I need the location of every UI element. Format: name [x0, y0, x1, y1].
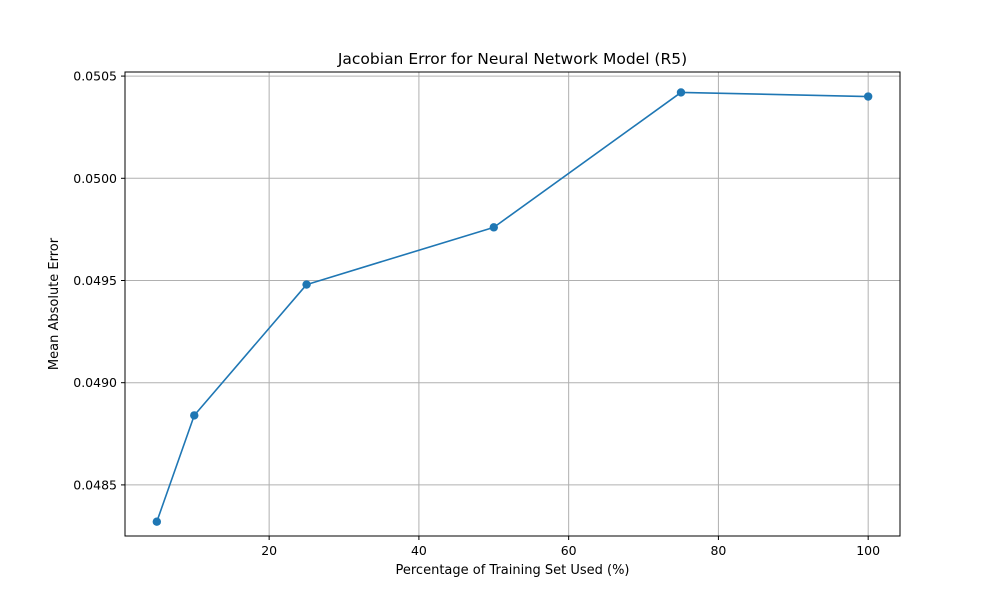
x-tick-label: 80	[710, 543, 726, 558]
ticks: 20 40 60 80 100 0.0485 0.0490 0.0495 0.0500 0.050…	[73, 69, 880, 558]
data-point[interactable]	[152, 517, 162, 526]
data-point[interactable]	[863, 92, 873, 101]
x-axis-label: Percentage of Training Set Used (%)	[396, 563, 630, 578]
plot-area-frame	[124, 71, 901, 537]
chart-title: Jacobian Error for Neural Network Model …	[337, 50, 687, 68]
series-layer	[152, 88, 873, 526]
y-axis-label: Mean Absolute Error	[47, 237, 62, 370]
series-line	[156, 91, 869, 522]
x-tick-label: 60	[561, 543, 577, 558]
y-tick-label: 0.0495	[73, 273, 117, 288]
y-tick-label: 0.0500	[73, 171, 117, 186]
data-point[interactable]	[302, 280, 311, 289]
data-point[interactable]	[676, 88, 686, 97]
x-tick-label: 40	[411, 543, 427, 558]
y-tick-label: 0.0505	[73, 69, 117, 84]
y-tick-label: 0.0490	[73, 375, 117, 390]
x-tick-label: 20	[261, 543, 277, 558]
y-tick-label: 0.0485	[73, 477, 117, 492]
data-point[interactable]	[190, 411, 199, 420]
x-tick-label: 100	[856, 543, 880, 558]
data-point[interactable]	[489, 223, 498, 232]
grid	[125, 72, 900, 536]
